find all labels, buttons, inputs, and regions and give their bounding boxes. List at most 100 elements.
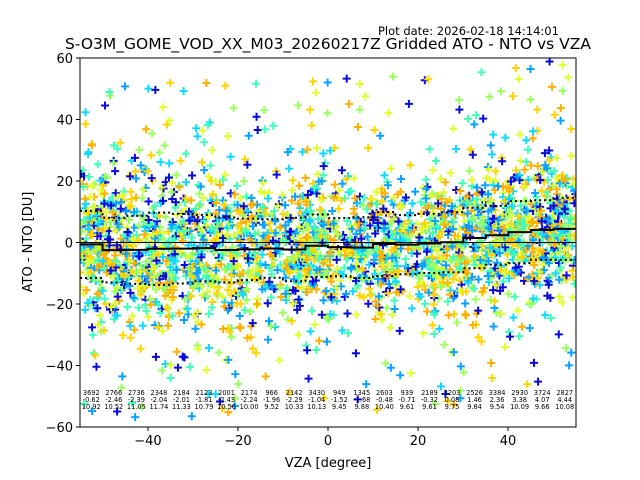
scatter-point [315,336,324,345]
scatter-point [543,215,552,224]
scatter-point [84,225,93,234]
scatter-point [550,240,559,249]
scatter-point [416,292,425,301]
scatter-point [258,220,267,229]
scatter-point [152,256,161,265]
scatter-point [476,237,485,246]
scatter-point [200,216,209,225]
scatter-point [484,272,493,281]
scatter-point [281,221,290,230]
scatter-point [247,212,256,221]
scatter-point [312,285,321,294]
scatter-point [408,242,417,251]
scatter-point [90,203,99,212]
scatter-point [172,170,181,179]
scatter-point [270,256,279,265]
scatter-point [250,249,259,258]
bin-std-label: 10.52 [104,403,123,411]
scatter-point [170,256,179,265]
scatter-point [106,266,115,275]
scatter-point [88,323,97,332]
scatter-point [148,264,157,273]
scatter-point [309,179,318,188]
scatter-point [377,252,386,261]
scatter-point [264,317,273,326]
scatter-point [113,407,122,416]
scatter-point [343,309,352,318]
scatter-point [444,311,453,320]
scatter-point [442,198,451,207]
y-tick-label: −20 [46,298,73,313]
scatter-point [420,219,429,228]
bin-std-label: 9.61 [400,403,415,411]
scatter-point [91,351,100,360]
scatter-point [352,310,361,319]
scatter-point [538,230,547,239]
scatter-point [225,327,234,336]
scatter-point [329,193,338,202]
scatter-point [282,264,291,273]
scatter-point [388,310,397,319]
bin-std-label: 9.52 [264,403,279,411]
scatter-point [120,82,129,91]
scatter-point [514,212,523,221]
scatter-point [337,196,346,205]
scatter-point [523,241,532,250]
scatter-point [258,203,267,212]
scatter-point [425,234,434,243]
scatter-point [528,244,537,253]
scatter-point [285,388,294,397]
scatter-point [154,250,163,259]
scatter-point [125,257,134,266]
scatter-point [342,174,351,183]
bin-std-label: 11.05 [127,403,146,411]
scatter-point [294,101,303,110]
scatter-point [462,198,471,207]
bin-mean-label: -2.29 [286,396,303,404]
scatter-point [491,167,500,176]
scatter-point [111,167,120,176]
scatter-point [167,272,176,281]
scatter-point [463,209,472,218]
scatter-point [558,298,567,307]
scatter-point [110,287,119,296]
bin-statistics: 3692-0.6210.922766-2.4610.522736-2.3911.… [82,389,574,411]
scatter-point [430,261,439,270]
scatter-point [180,261,189,270]
scatter-point [278,308,287,317]
scatter-point [142,257,151,266]
scatter-point [288,255,297,264]
bin-mean-label: -0.32 [421,396,438,404]
scatter-point [547,82,556,91]
scatter-point [338,179,347,188]
scatter-point [302,200,311,209]
scatter-point [101,172,110,181]
scatter-point [128,312,137,321]
scatter-point [334,231,343,240]
scatter-point [130,153,139,162]
scatter-point [233,200,242,209]
scatter-point [111,256,120,265]
bin-mean-label: 0.08 [445,396,460,404]
scatter-point [491,281,500,290]
scatter-point [386,363,395,372]
scatter-point [88,330,97,339]
bin-std-label: 10.79 [195,403,214,411]
scatter-point [310,255,319,264]
scatter-point [223,285,232,294]
scatter-point [306,217,315,226]
scatter-point [566,214,575,223]
bin-count-label: 2184 [173,389,190,397]
scatter-point [523,380,532,389]
scatter-point [384,108,393,117]
y-tick-label: 60 [56,52,73,67]
scatter-point [251,229,260,238]
scatter-point [315,205,324,214]
scatter-point [422,184,431,193]
scatter-point [516,201,525,210]
scatter-point [508,92,517,101]
scatter-point [84,148,93,157]
scatter-point [437,282,445,291]
scatter-point [538,247,547,256]
scatter-point [253,125,262,134]
